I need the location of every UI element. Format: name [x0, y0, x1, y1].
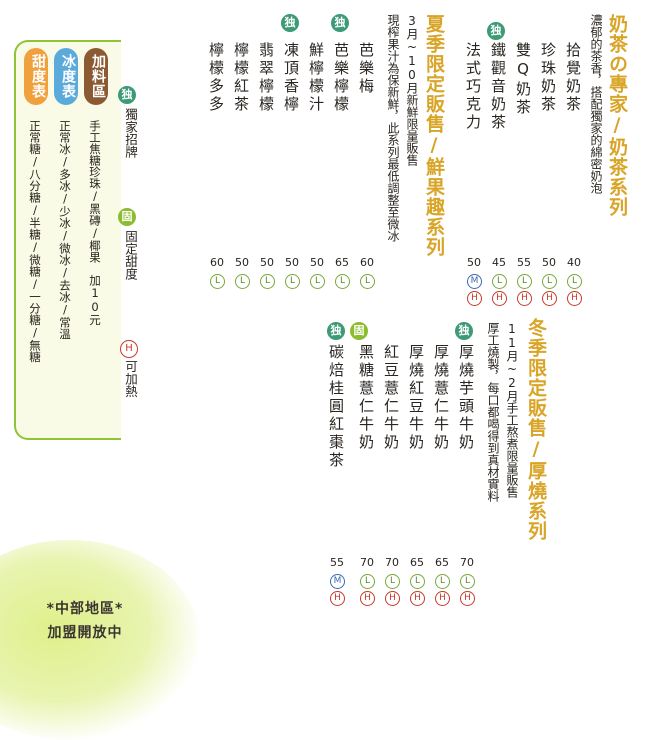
price-guava-lemon: 65 [335, 256, 349, 269]
size-large-icon: L [567, 274, 582, 289]
menu-item-milk-tea: 拾覺奶茶 [564, 42, 582, 114]
price-tieguanyin: 45 [492, 256, 506, 269]
size-large-icon: L [410, 574, 425, 589]
size-large-icon: L [360, 574, 375, 589]
fixed-sweetness-badge-icon: 固 [118, 208, 136, 226]
legend-fixed-label: 固定甜度 [123, 230, 138, 280]
price-barley-milk: 65 [435, 556, 449, 569]
winter-subtitle: 11月~2月手工熬煮限量販售 [505, 322, 519, 498]
exclusive-badge-icon: 独 [281, 14, 299, 32]
size-large-icon: L [310, 274, 325, 289]
hot-available-icon: H [330, 591, 345, 606]
menu-item-guava-plum: 芭樂梅 [357, 42, 375, 96]
exclusive-badge-icon: 独 [118, 86, 136, 104]
size-medium-icon: M [330, 574, 345, 589]
hot-available-icon: H [385, 591, 400, 606]
size-large-icon: L [260, 274, 275, 289]
price-longan-jujube: 55 [330, 556, 344, 569]
menu-item-dongding-lemon: 凍頂香檸 [282, 42, 300, 114]
hot-available-icon: H [542, 291, 557, 306]
price-dongding-lemon: 50 [285, 256, 299, 269]
price-french-chocolate: 50 [467, 256, 481, 269]
summer-description: 現榨果汁為保新鮮，此系列最低調整至微冰 [386, 14, 400, 242]
menu-item-red-bean-barley-milk: 紅豆薏仁牛奶 [382, 344, 400, 452]
menu-item-double-q-milk-tea: 雙Q奶茶 [514, 42, 532, 117]
topping-label-badge: 加料區 [84, 48, 108, 105]
sugar-level-list: 正常糖/八分糖/半糖/微糖/一分糖/無糖 [28, 120, 42, 363]
topping-list: 手工焦糖珍珠/黑磚/椰果 加10元 [88, 120, 102, 326]
menu-item-tieguanyin-milk-tea: 鐵觀音奶茶 [489, 42, 507, 132]
legend-exclusive-label: 獨家招牌 [123, 108, 138, 158]
price-brown-sugar-barley: 70 [360, 556, 374, 569]
ice-level-list: 正常冰/多冰/少冰/微冰/去冰/常溫 [58, 120, 72, 340]
menu-item-lemon-yakult: 檸檬多多 [207, 42, 225, 114]
hot-available-icon: H [410, 591, 425, 606]
size-large-icon: L [235, 274, 250, 289]
sugar-level-label-badge: 甜度表 [24, 48, 48, 105]
franchise-open-text: 加盟開放中 [47, 625, 123, 641]
size-large-icon: L [335, 274, 350, 289]
hot-available-icon: H [435, 591, 450, 606]
hot-available-icon: H [492, 291, 507, 306]
menu-item-french-chocolate: 法式巧克力 [464, 42, 482, 132]
exclusive-badge-icon: 独 [327, 322, 345, 340]
hot-available-icon: H [517, 291, 532, 306]
legend-heat-label: 可加熱 [123, 360, 138, 398]
price-guava-plum: 60 [360, 256, 374, 269]
exclusive-badge-icon: 独 [487, 22, 505, 40]
summer-subtitle: 3月~10月新鮮限量販售 [405, 14, 419, 166]
menu-item-guava-lemon: 芭樂檸檬 [332, 42, 350, 114]
menu-item-lemon-black-tea: 檸檬紅茶 [232, 42, 250, 114]
price-jade-lemon: 50 [260, 256, 274, 269]
size-large-icon: L [360, 274, 375, 289]
price-lemon-yakult: 60 [210, 256, 224, 269]
size-large-icon: L [460, 574, 475, 589]
price-red-bean-milk: 65 [410, 556, 424, 569]
ice-level-label-badge: 冰度表 [54, 48, 78, 105]
price-pearl-milk-tea: 50 [542, 256, 556, 269]
exclusive-badge-icon: 独 [455, 322, 473, 340]
milk-tea-description: 濃郁的茶香，搭配獨家的綿密奶泡 [589, 14, 603, 194]
size-large-icon: L [492, 274, 507, 289]
size-large-icon: L [435, 574, 450, 589]
size-large-icon: L [285, 274, 300, 289]
hot-available-icon: H [567, 291, 582, 306]
hot-available-icon: H [120, 340, 138, 358]
size-large-icon: L [542, 274, 557, 289]
price-red-bean-barley: 70 [385, 556, 399, 569]
size-medium-icon: M [467, 274, 482, 289]
size-large-icon: L [385, 574, 400, 589]
summer-title: 夏季限定販售/鮮果趣系列 [423, 14, 445, 257]
exclusive-badge-icon: 独 [331, 14, 349, 32]
fixed-sweetness-badge-icon: 固 [350, 322, 368, 340]
franchise-region-text: *中部地區* [46, 601, 124, 617]
menu-item-red-bean-milk: 厚燒紅豆牛奶 [407, 344, 425, 452]
size-large-icon: L [210, 274, 225, 289]
price-taro-milk: 70 [460, 556, 474, 569]
hot-available-icon: H [467, 291, 482, 306]
legend-panel [14, 40, 121, 440]
menu-item-barley-milk: 厚燒薏仁牛奶 [432, 344, 450, 452]
price-milk-tea: 40 [567, 256, 581, 269]
price-double-q: 55 [517, 256, 531, 269]
price-lemon-black-tea: 50 [235, 256, 249, 269]
winter-description: 厚工燒製，每口都喝得到真材實料 [486, 322, 500, 502]
menu-item-jade-lemon: 翡翠檸檬 [257, 42, 275, 114]
menu-item-fresh-lemon-juice: 鮮檸檬汁 [307, 42, 325, 114]
hot-available-icon: H [460, 591, 475, 606]
milk-tea-title: 奶茶の專家/奶茶系列 [606, 14, 628, 217]
winter-title: 冬季限定販售/厚燒系列 [525, 318, 547, 541]
menu-item-longan-jujube-tea: 碳焙桂圓紅棗茶 [327, 344, 345, 470]
hot-available-icon: H [360, 591, 375, 606]
menu-item-brown-sugar-barley-milk: 黑糖薏仁牛奶 [357, 344, 375, 452]
price-fresh-lemon: 50 [310, 256, 324, 269]
size-large-icon: L [517, 274, 532, 289]
menu-item-pearl-milk-tea: 珍珠奶茶 [539, 42, 557, 114]
menu-item-taro-milk: 厚燒芋頭牛奶 [457, 344, 475, 452]
